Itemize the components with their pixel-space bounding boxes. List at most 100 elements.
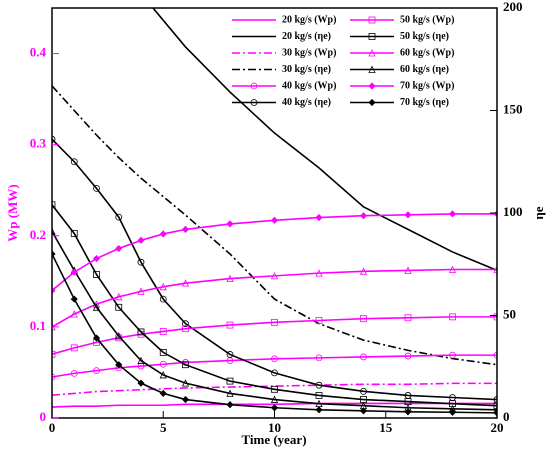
- marker: [271, 385, 278, 393]
- y-tick-label: 0.4: [30, 45, 47, 60]
- marker: [270, 404, 279, 412]
- marker: [271, 318, 278, 326]
- marker: [448, 265, 457, 273]
- legend-marker: [250, 99, 258, 106]
- marker: [493, 405, 497, 414]
- marker: [226, 220, 234, 228]
- marker: [52, 373, 56, 381]
- marker: [182, 325, 189, 333]
- marker: [93, 184, 100, 192]
- legend-label: 20 kg/s (Wp): [282, 14, 336, 25]
- marker: [182, 361, 189, 369]
- x-tick-label: 10: [268, 420, 281, 435]
- marker: [159, 295, 167, 303]
- x-tick-label: 0: [49, 420, 56, 435]
- marker: [359, 212, 368, 220]
- marker: [493, 351, 497, 359]
- marker: [52, 227, 56, 235]
- legend-label: 50 kg/s (Wp): [400, 14, 454, 25]
- marker: [315, 406, 323, 414]
- marker: [70, 310, 78, 318]
- marker: [181, 395, 190, 404]
- legend-marker: [368, 82, 376, 90]
- x-tick-label: 20: [491, 420, 504, 435]
- y2-tick-label: 150: [503, 101, 523, 116]
- y-tick-label: 0.3: [30, 136, 47, 151]
- legend-marker: [368, 98, 376, 107]
- legend-label: 30 kg/s (Wp): [282, 47, 336, 58]
- legend-label: 40 kg/s (Wp): [282, 80, 336, 91]
- marker: [315, 213, 323, 222]
- marker: [115, 244, 123, 253]
- marker: [115, 213, 123, 221]
- marker: [404, 408, 412, 416]
- legend-label: 70 kg/s (Wp): [400, 80, 454, 91]
- marker: [159, 371, 167, 379]
- marker: [70, 158, 78, 166]
- marker: [360, 353, 367, 361]
- series-line: [151, 8, 497, 272]
- legend-marker: [368, 16, 376, 24]
- marker: [159, 282, 167, 291]
- y-tick-label: 0.2: [30, 227, 46, 242]
- marker: [226, 274, 234, 283]
- marker: [270, 395, 279, 403]
- y-axis-label: Wp (MW): [5, 184, 20, 241]
- marker: [137, 287, 145, 295]
- marker: [226, 401, 234, 409]
- marker: [70, 295, 78, 303]
- marker: [448, 408, 457, 416]
- marker: [226, 321, 234, 329]
- marker: [181, 225, 190, 233]
- marker: [92, 303, 101, 311]
- legend-label: 20 kg/s (ηe): [282, 31, 331, 42]
- legend-label: 60 kg/s (Wp): [400, 47, 454, 58]
- marker: [70, 230, 78, 237]
- marker: [359, 407, 368, 415]
- marker: [159, 360, 167, 368]
- marker: [137, 356, 145, 365]
- legend-label: 70 kg/s (ηe): [400, 97, 449, 108]
- marker: [493, 265, 497, 273]
- marker: [159, 328, 167, 335]
- marker: [181, 379, 190, 387]
- marker: [137, 328, 145, 336]
- marker: [449, 313, 456, 321]
- legend-marker: [368, 49, 376, 57]
- marker: [159, 389, 167, 397]
- series-line: [52, 354, 497, 378]
- legend-marker: [250, 82, 258, 90]
- marker: [52, 201, 56, 209]
- marker: [137, 236, 145, 244]
- marker: [448, 210, 457, 218]
- marker: [404, 352, 412, 360]
- marker: [404, 314, 412, 322]
- y2-tick-label: 0: [503, 409, 510, 424]
- series-line: [52, 85, 497, 366]
- marker: [315, 392, 323, 399]
- marker: [70, 268, 78, 276]
- legend-marker: [368, 65, 376, 73]
- marker: [493, 402, 497, 410]
- marker: [137, 258, 145, 266]
- marker: [115, 303, 123, 311]
- legend-marker: [368, 33, 376, 40]
- series-line: [52, 231, 497, 411]
- marker: [315, 381, 323, 389]
- series-line: [52, 268, 497, 328]
- marker: [271, 369, 278, 377]
- x-axis-label: Time (year): [241, 432, 306, 447]
- marker: [315, 269, 323, 277]
- x-tick-label: 15: [379, 420, 393, 435]
- marker: [359, 267, 368, 275]
- marker: [270, 271, 279, 280]
- legend-label: 50 kg/s (ηe): [400, 31, 449, 42]
- marker: [404, 211, 412, 219]
- y2-axis-label: ηe: [531, 206, 546, 219]
- marker: [70, 369, 78, 377]
- legend-label: 40 kg/s (ηe): [282, 97, 331, 108]
- marker: [449, 351, 456, 359]
- marker: [226, 351, 234, 358]
- marker: [52, 135, 56, 143]
